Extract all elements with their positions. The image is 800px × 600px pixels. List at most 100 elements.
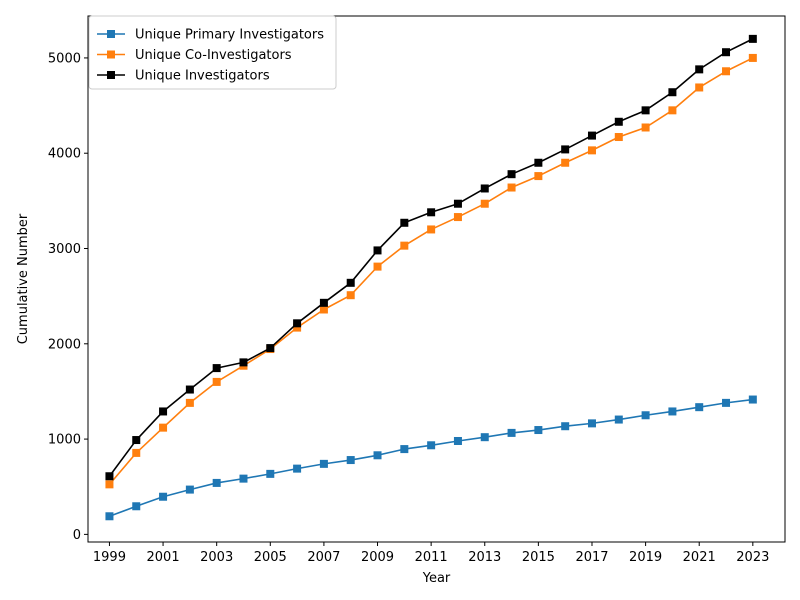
data-point [614,117,623,126]
data-point [293,464,302,473]
data-point [212,377,221,386]
y-axis: 0 1000 2000 3000 4000 5000 [48,51,88,543]
data-point [105,512,114,521]
data-point [722,48,731,57]
legend-label: Unique Primary Investigators [135,28,324,43]
y-tick-label: 3000 [48,242,81,257]
data-point [132,436,141,445]
data-point [239,358,248,367]
data-point [587,419,596,428]
data-point [105,480,114,489]
data-point [668,106,677,115]
data-point [614,133,623,142]
x-tick-label: 2009 [361,550,394,565]
data-point [159,423,168,432]
x-tick-label: 2017 [575,550,608,565]
data-point [695,65,704,74]
data-point [373,262,382,271]
data-point [453,199,462,208]
series-line [108,57,754,485]
series-line [109,398,753,518]
data-point [293,323,302,332]
legend-box [88,15,337,90]
data-point [668,88,677,97]
data-point [480,433,489,442]
x-tick-label: 2005 [254,550,287,565]
plot-frame [87,15,786,543]
x-tick-label: 2015 [522,550,555,565]
x-tick-label: 2001 [147,550,180,565]
data-point [185,398,194,407]
data-point [587,131,596,140]
data-point [748,395,757,404]
data-point [534,172,543,181]
series-line [108,38,754,477]
series-2 [105,53,757,489]
x-tick-label: 2023 [736,550,769,565]
x-tick-label: 2021 [683,550,716,565]
data-point [239,474,248,483]
data-point [346,291,355,300]
data-point [722,398,731,407]
data-point [668,407,677,416]
legend-marker [107,30,115,38]
series-1 [105,395,757,521]
data-point [132,502,141,511]
data-point [373,246,382,255]
legend-label: Unique Co-Investigators [135,48,292,63]
data-point [346,456,355,465]
data-point [561,422,570,431]
data-point [695,403,704,412]
data-point [641,123,650,132]
data-point [319,298,328,307]
x-tick-label: 2013 [468,550,501,565]
data-point [400,445,409,454]
data-point [453,213,462,222]
series-layer [105,34,757,521]
data-point [212,478,221,487]
y-tick-label: 0 [73,528,81,543]
legend-item: Unique Investigators [97,69,270,84]
data-point [722,67,731,76]
data-point [319,459,328,468]
data-point [212,364,221,373]
y-tick-label: 2000 [48,337,81,352]
data-point [105,472,114,481]
data-point [614,415,623,424]
legend-label: Unique Investigators [135,69,270,84]
legend-marker [107,71,115,79]
data-point [159,407,168,416]
legend-marker [107,50,115,59]
data-point [507,170,516,179]
data-point [641,106,650,115]
data-point [507,428,516,437]
x-tick-label: 2019 [629,550,662,565]
x-tick-label: 2003 [200,550,233,565]
data-point [185,385,194,394]
data-point [561,158,570,167]
legend-item: Unique Primary Investigators [97,28,324,43]
data-point [534,426,543,435]
x-tick-label: 2011 [415,550,448,565]
data-point [480,199,489,208]
data-point [534,158,543,167]
data-point [480,184,489,193]
x-axis-title: Year [422,571,451,586]
y-tick-label: 4000 [48,147,81,162]
data-point [427,208,436,217]
data-point [507,183,516,192]
y-tick-label: 1000 [48,433,81,448]
data-point [373,451,382,460]
data-point [453,436,462,445]
data-point [293,319,302,328]
x-tick-label: 1999 [93,550,126,565]
series-3 [105,34,757,481]
y-axis-title: Cumulative Number [16,213,31,344]
data-point [561,145,570,154]
data-point [400,241,409,250]
data-point [132,448,141,457]
data-point [346,278,355,287]
data-point [427,225,436,234]
y-tick-label: 5000 [48,51,81,66]
